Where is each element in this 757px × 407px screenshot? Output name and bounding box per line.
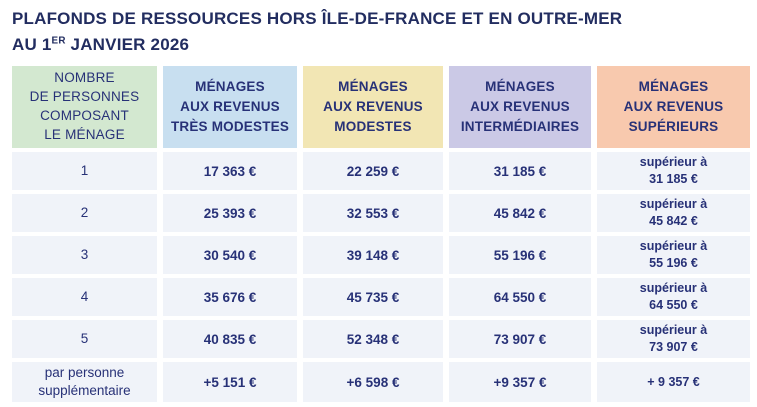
intermediaires-value-cell: 64 550 € bbox=[449, 278, 591, 316]
title-line2-suffix: JANVIER 2026 bbox=[65, 34, 190, 54]
superieurs-value-cell: + 9 357 € bbox=[597, 362, 750, 402]
header-revenus-superieurs: MÉNAGES AUX REVENUS SUPÉRIEURS bbox=[597, 66, 750, 148]
modestes-value-cell: 39 148 € bbox=[303, 236, 443, 274]
additional-person-label-cell: par personne supplémentaire bbox=[12, 362, 157, 402]
tres-modestes-value-cell: 25 393 € bbox=[163, 194, 297, 232]
header-revenus-intermediaires: MÉNAGES AUX REVENUS INTERMÉDIAIRES bbox=[449, 66, 591, 148]
superieurs-value-cell: supérieur à 31 185 € bbox=[597, 152, 750, 190]
modestes-value-cell: +6 598 € bbox=[303, 362, 443, 402]
household-size-cell: 2 bbox=[12, 194, 157, 232]
intermediaires-value-cell: 45 842 € bbox=[449, 194, 591, 232]
modestes-value-cell: 32 553 € bbox=[303, 194, 443, 232]
household-size-cell: 3 bbox=[12, 236, 157, 274]
header-revenus-tres-modestes: MÉNAGES AUX REVENUS TRÈS MODESTES bbox=[163, 66, 297, 148]
household-size-cell: 5 bbox=[12, 320, 157, 358]
title-line2-prefix: AU 1 bbox=[12, 34, 52, 54]
modestes-value-cell: 52 348 € bbox=[303, 320, 443, 358]
modestes-value-cell: 22 259 € bbox=[303, 152, 443, 190]
tres-modestes-value-cell: +5 151 € bbox=[163, 362, 297, 402]
header-revenus-modestes: MÉNAGES AUX REVENUS MODESTES bbox=[303, 66, 443, 148]
tres-modestes-value-cell: 40 835 € bbox=[163, 320, 297, 358]
tres-modestes-value-cell: 35 676 € bbox=[163, 278, 297, 316]
tres-modestes-value-cell: 30 540 € bbox=[163, 236, 297, 274]
title-ordinal-superscript: ER bbox=[51, 34, 66, 46]
modestes-value-cell: 45 735 € bbox=[303, 278, 443, 316]
title-line1: PLAFONDS DE RESSOURCES HORS ÎLE-DE-FRANC… bbox=[12, 9, 623, 28]
superieurs-value-cell: supérieur à 64 550 € bbox=[597, 278, 750, 316]
superieurs-value-cell: supérieur à 73 907 € bbox=[597, 320, 750, 358]
household-size-cell: 4 bbox=[12, 278, 157, 316]
intermediaires-value-cell: 31 185 € bbox=[449, 152, 591, 190]
superieurs-value-cell: supérieur à 55 196 € bbox=[597, 236, 750, 274]
intermediaires-value-cell: 73 907 € bbox=[449, 320, 591, 358]
tres-modestes-value-cell: 17 363 € bbox=[163, 152, 297, 190]
header-household-size: NOMBRE DE PERSONNES COMPOSANT LE MÉNAGE bbox=[12, 66, 157, 148]
intermediaires-value-cell: +9 357 € bbox=[449, 362, 591, 402]
superieurs-value-cell: supérieur à 45 842 € bbox=[597, 194, 750, 232]
intermediaires-value-cell: 55 196 € bbox=[449, 236, 591, 274]
household-size-cell: 1 bbox=[12, 152, 157, 190]
page-title: PLAFONDS DE RESSOURCES HORS ÎLE-DE-FRANC… bbox=[12, 6, 745, 57]
income-ceilings-table: NOMBRE DE PERSONNES COMPOSANT LE MÉNAGE … bbox=[12, 66, 750, 402]
